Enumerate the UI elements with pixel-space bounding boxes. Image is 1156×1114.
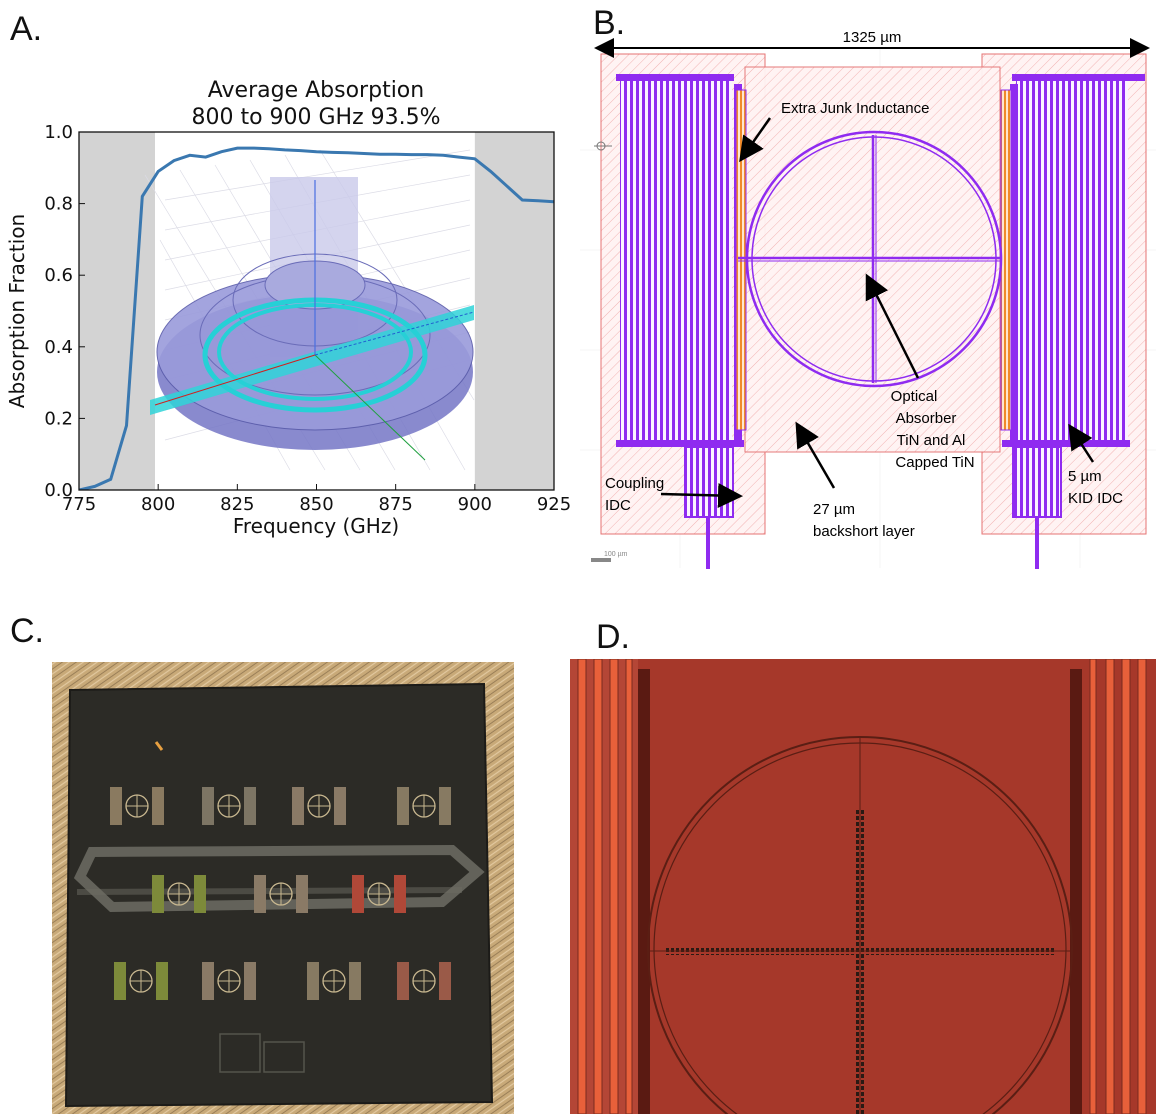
kid-idc-left	[616, 74, 744, 447]
label-backshort-1: 27 µm	[813, 501, 855, 518]
kid-pixel	[110, 787, 164, 825]
kid-pixel	[352, 875, 406, 913]
optical-absorber	[738, 130, 1003, 388]
coupling-idc	[684, 446, 1062, 569]
shaded-region-1	[474, 132, 554, 490]
panel-label-c: C.	[10, 612, 44, 650]
x-tick-label: 800	[141, 494, 175, 515]
x-tick-label: 825	[220, 494, 254, 515]
x-axis-label: Frequency (GHz)	[233, 514, 399, 538]
label-coupling-2: IDC	[605, 497, 631, 514]
chart-title-line2: 800 to 900 GHz 93.5%	[191, 105, 440, 130]
microscope-image	[570, 659, 1156, 1114]
kid-pixel	[397, 962, 451, 1000]
panel-label-d: D.	[596, 618, 630, 656]
kid-pixel	[254, 875, 308, 913]
y-axis-ticks: 0.0 0.2 0.4 0.6 0.8 1.0	[44, 122, 85, 501]
y-tick-label: 0.8	[44, 194, 73, 215]
label-coupling-1: Coupling	[605, 475, 664, 492]
absorption-chart: Average Absorption 800 to 900 GHz 93.5% …	[5, 78, 571, 538]
x-tick-label: 850	[299, 494, 333, 515]
kid-array	[110, 787, 451, 1000]
kid-pixel	[292, 787, 346, 825]
x-axis-ticks: 775 800 825 850 875 900 925	[62, 484, 571, 515]
label-optical-3: TiN and Al	[897, 432, 966, 449]
y-axis-label: Absorption Fraction	[5, 214, 29, 408]
scale-bar-label: 100 µm	[604, 551, 628, 558]
simulation-render	[144, 132, 475, 490]
shaded-region-0	[79, 132, 159, 490]
kid-pixel	[397, 787, 451, 825]
label-optical-4: Capped TiN	[895, 454, 974, 471]
panel-label-a: A.	[10, 10, 43, 48]
x-tick-label: 875	[378, 494, 412, 515]
chart-title-line1: Average Absorption	[208, 78, 424, 103]
absorption-line	[79, 146, 554, 490]
dimension-label: 1325 µm	[843, 30, 902, 46]
kid-idc-right	[1002, 74, 1145, 447]
kid-pixel	[114, 962, 168, 1000]
chip-photograph	[52, 662, 514, 1114]
y-tick-label: 0.0	[44, 480, 73, 501]
x-tick-label: 775	[62, 494, 96, 515]
label-kid-1: 5 µm	[1068, 468, 1102, 485]
junk-inductance-left	[735, 89, 747, 431]
y-tick-label: 1.0	[44, 122, 73, 143]
kid-layout-diagram: 1325 µm 100 µm Extra Junk Inductance Opt…	[580, 30, 1156, 569]
kid-pixel	[202, 787, 256, 825]
label-optical-1: Optical	[891, 388, 938, 405]
label-backshort-2: backshort layer	[813, 523, 915, 540]
kid-pixel	[202, 962, 256, 1000]
label-junk-inductance: Extra Junk Inductance	[781, 100, 929, 117]
y-tick-label: 0.4	[44, 337, 73, 358]
kid-pixel	[307, 962, 361, 1000]
junk-inductance-right	[1000, 89, 1012, 431]
x-tick-label: 925	[537, 494, 571, 515]
panel-label-b: B.	[593, 4, 626, 42]
label-optical-2: Absorber	[896, 410, 957, 427]
kid-pixel	[152, 875, 206, 913]
y-tick-label: 0.2	[44, 408, 73, 429]
y-tick-label: 0.6	[44, 265, 73, 286]
label-kid-2: KID IDC	[1068, 490, 1123, 507]
x-tick-label: 900	[458, 494, 492, 515]
